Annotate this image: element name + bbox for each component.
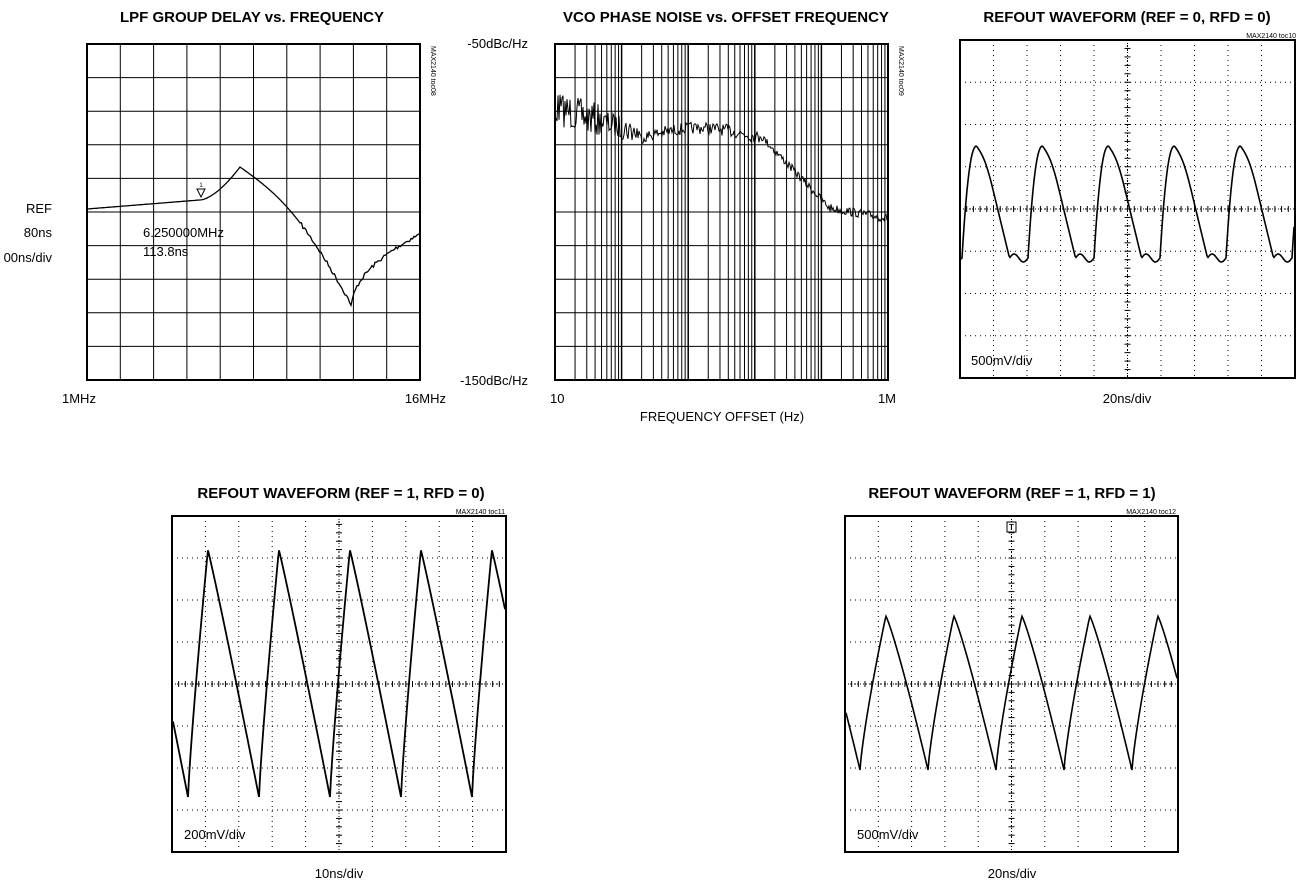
chart1-marker-value: 113.8ns xyxy=(143,244,189,259)
chart3-volts-per-div: 500mV/div xyxy=(971,353,1033,368)
chart2-trace xyxy=(555,94,888,223)
chart5-trace xyxy=(845,613,1178,771)
chart1-ref-scale: 00ns/div xyxy=(4,250,53,265)
chart-vco-phase-noise: VCO PHASE NOISE vs. OFFSET FREQUENCY MAX… xyxy=(460,9,904,424)
chart1-x-start-label: 1MHz xyxy=(62,391,96,406)
chart3-time-per-div: 20ns/div xyxy=(1103,391,1152,406)
chart3-title: REFOUT WAVEFORM (REF = 0, RFD = 0) xyxy=(983,9,1270,26)
chart1-trace xyxy=(86,166,421,308)
chart2-grid xyxy=(555,44,888,380)
chart2-tag: MAX2140 toc09 xyxy=(897,46,904,96)
chart2-x-end-label: 1M xyxy=(878,391,896,406)
trigger-marker-label: T xyxy=(1009,523,1014,532)
chart4-trace xyxy=(172,550,506,798)
chart1-marker-icon xyxy=(196,188,206,199)
chart5-time-per-div: 20ns/div xyxy=(988,866,1037,881)
chart1-marker-frequency: 6.250000MHz xyxy=(143,225,224,240)
chart3-grid xyxy=(959,39,1295,379)
chart4-title: REFOUT WAVEFORM (REF = 1, RFD = 0) xyxy=(197,485,484,502)
chart-refout-ref1-rfd1: REFOUT WAVEFORM (REF = 1, RFD = 1) MAX21… xyxy=(844,485,1179,881)
chart1-marker-number: 1 xyxy=(199,183,203,189)
chart-lpf-group-delay: LPF GROUP DELAY vs. FREQUENCY MAX2140 to… xyxy=(4,9,446,406)
chart1-title: LPF GROUP DELAY vs. FREQUENCY xyxy=(120,9,384,26)
chart2-x-axis-label: FREQUENCY OFFSET (Hz) xyxy=(640,409,804,424)
chart4-time-per-div: 10ns/div xyxy=(315,866,364,881)
chart1-tag: MAX2140 toc08 xyxy=(429,46,436,96)
chart3-trace xyxy=(960,145,1295,263)
chart-refout-ref0-rfd0: REFOUT WAVEFORM (REF = 0, RFD = 0) MAX21… xyxy=(959,9,1296,406)
chart4-tag: MAX2140 toc11 xyxy=(456,509,505,516)
chart1-ref-value: 80ns xyxy=(24,225,53,240)
chart4-volts-per-div: 200mV/div xyxy=(184,827,246,842)
chart2-y-bottom-label: -150dBc/Hz xyxy=(460,373,528,388)
chart2-x-start-label: 10 xyxy=(550,391,564,406)
chart5-grid xyxy=(844,515,1178,853)
chart4-grid xyxy=(171,515,506,853)
chart5-volts-per-div: 500mV/div xyxy=(857,827,919,842)
chart5-title: REFOUT WAVEFORM (REF = 1, RFD = 1) xyxy=(868,485,1155,502)
chart2-y-top-label: -50dBc/Hz xyxy=(467,36,528,51)
trigger-marker-icon xyxy=(1006,521,1017,533)
chart2-title: VCO PHASE NOISE vs. OFFSET FREQUENCY xyxy=(563,9,889,26)
chart3-tag: MAX2140 toc10 xyxy=(1246,33,1296,40)
chart1-grid xyxy=(87,44,420,380)
chart-refout-ref1-rfd0: REFOUT WAVEFORM (REF = 1, RFD = 0) MAX21… xyxy=(171,485,507,881)
chart1-ref-label: REF xyxy=(26,201,52,216)
chart1-x-end-label: 16MHz xyxy=(405,391,446,406)
chart5-tag: MAX2140 toc12 xyxy=(1126,509,1176,516)
